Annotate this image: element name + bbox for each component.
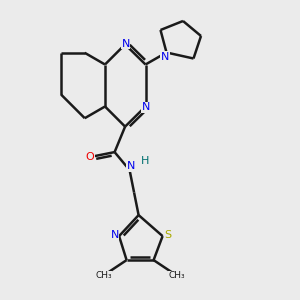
Text: S: S <box>164 230 172 240</box>
Text: CH₃: CH₃ <box>95 271 112 280</box>
Text: N: N <box>127 161 135 172</box>
Text: H: H <box>140 156 149 166</box>
Text: N: N <box>142 102 150 112</box>
Text: CH₃: CH₃ <box>168 271 185 280</box>
Text: N: N <box>161 52 169 62</box>
Text: N: N <box>122 39 130 49</box>
Text: O: O <box>85 152 94 162</box>
Text: N: N <box>110 230 119 240</box>
